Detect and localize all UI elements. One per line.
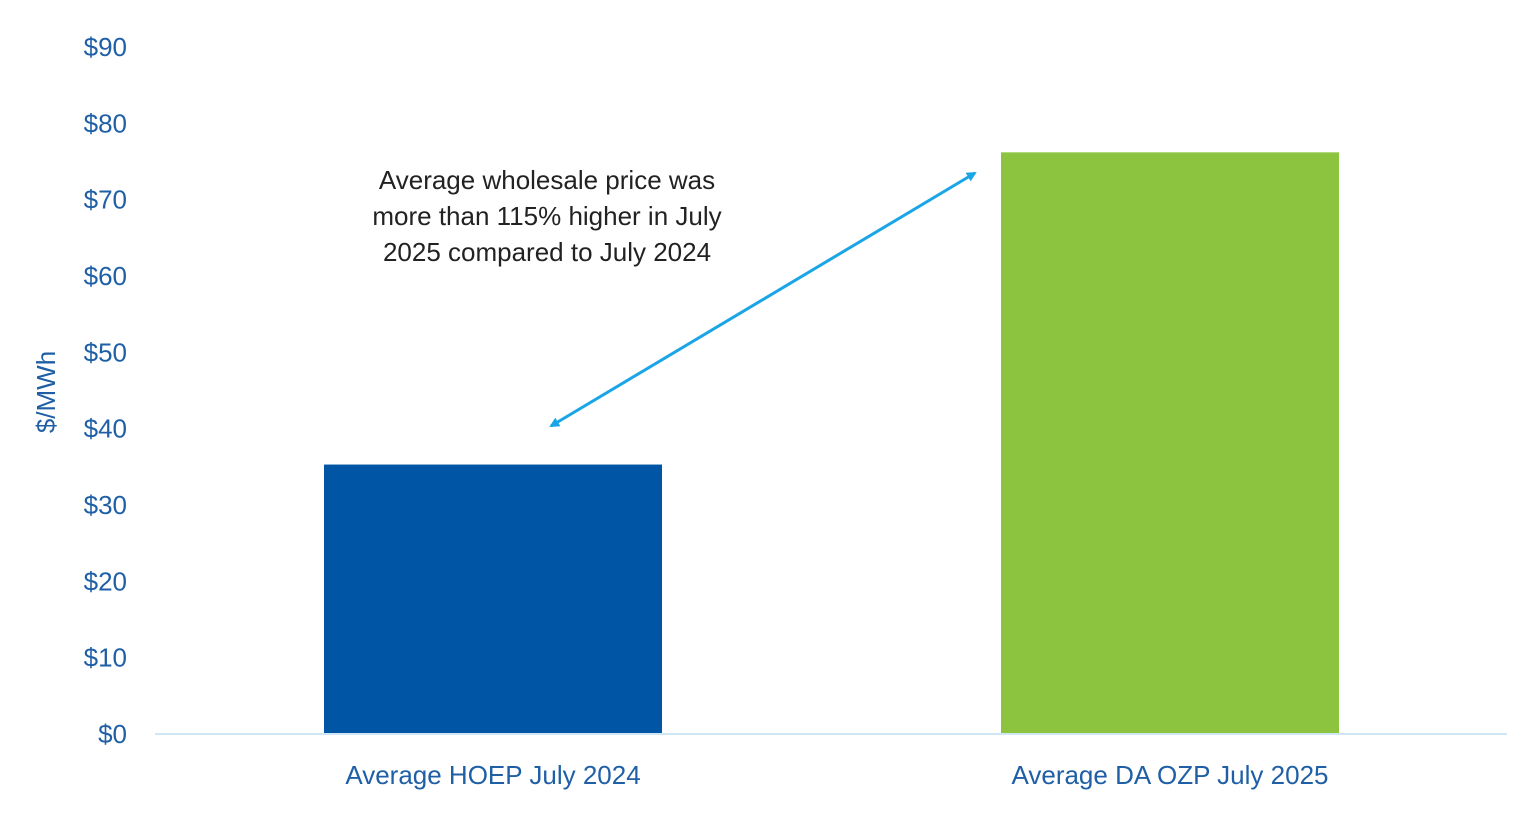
y-tick-label: $80 <box>84 108 127 138</box>
y-tick-label: $60 <box>84 261 127 291</box>
annotation-line-2: more than 115% higher in July <box>372 201 721 231</box>
bar-1 <box>324 464 662 734</box>
y-tick-label: $20 <box>84 566 127 596</box>
x-category-label: Average DA OZP July 2025 <box>1011 760 1328 790</box>
double-arrow-icon <box>549 171 977 428</box>
y-tick-label: $50 <box>84 337 127 367</box>
y-tick-label: $0 <box>98 719 127 749</box>
y-tick-label: $30 <box>84 490 127 520</box>
y-axis-title: $/MWh <box>31 351 61 433</box>
y-tick-label: $40 <box>84 414 127 444</box>
annotation-line-1: Average wholesale price was <box>379 165 715 195</box>
y-tick-label: $70 <box>84 185 127 215</box>
x-category-label: Average HOEP July 2024 <box>345 760 640 790</box>
chart-plot-area: $0 $10 $20 $30 $40 $50 $60 $70 $80 $90 Average HOE… <box>84 32 1507 790</box>
annotation-line-3: 2025 compared to July 2024 <box>383 237 711 267</box>
bar-2 <box>1001 152 1339 735</box>
y-tick-label: $10 <box>84 643 127 673</box>
y-tick-label: $90 <box>84 32 127 62</box>
